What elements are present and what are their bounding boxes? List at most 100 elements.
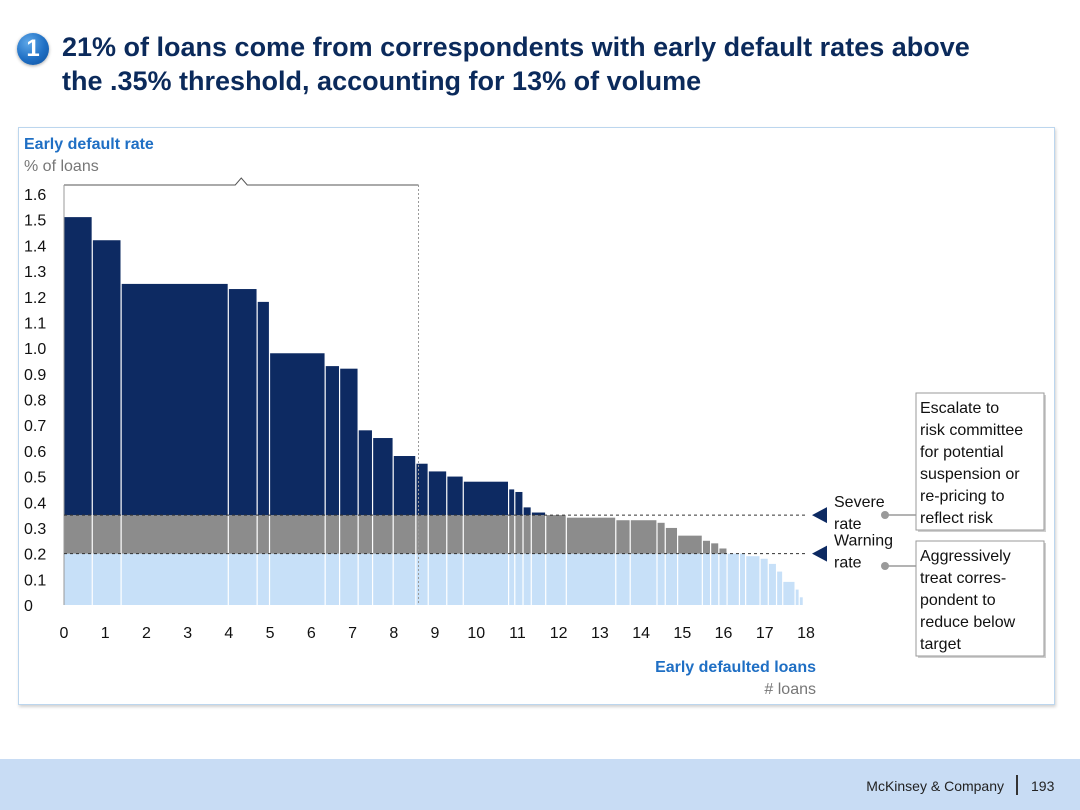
y-tick-label: 0.7 [24, 418, 46, 435]
bar-segment-warning-zone [546, 515, 566, 554]
x-tick-label: 18 [797, 625, 815, 642]
bar-segment-below-warning [616, 553, 630, 605]
bar-segment-severe-zone [340, 368, 358, 516]
bar-segment-severe-zone [92, 240, 121, 516]
chart-panel: Early default rate % of loans Early defa… [18, 127, 1055, 705]
y-tick-label: 1.2 [24, 290, 46, 307]
bar-segment-below-warning [727, 553, 739, 605]
bar [678, 535, 702, 605]
bar-segment-below-warning [760, 558, 768, 605]
bar-segment-warning-zone [416, 515, 428, 554]
bar [340, 368, 358, 605]
bar-segment-warning-zone [531, 515, 546, 554]
bar-segment-warning-zone [711, 543, 719, 554]
severe-callout-box [915, 392, 1045, 531]
footer-page-number: 193 [1031, 778, 1055, 794]
bar [257, 301, 269, 605]
bar [768, 563, 776, 605]
bar-segment-warning-zone [325, 515, 339, 554]
top-region-bracket [64, 177, 419, 186]
bar [740, 553, 746, 605]
y-tick-label: 1.1 [24, 315, 46, 332]
y-tick-label: 1.5 [24, 213, 46, 230]
bars-layer [64, 217, 803, 605]
y-tick-label: 0.1 [24, 572, 46, 589]
x-tick-label: 11 [509, 625, 526, 642]
bar-segment-below-warning [746, 556, 760, 605]
bar-segment-warning-zone [373, 515, 393, 554]
bar [463, 481, 508, 605]
bar [777, 571, 783, 605]
bar-segment-below-warning [340, 553, 358, 605]
y-tick-label: 0.6 [24, 444, 46, 461]
bar-segment-warning-zone [64, 515, 92, 554]
bar [393, 456, 416, 605]
bar-segment-warning-zone [515, 515, 523, 554]
y-tick-label: 1.0 [24, 341, 46, 358]
bar-segment-below-warning [257, 553, 269, 605]
x-tick-label: 5 [266, 625, 275, 642]
footer-brand: McKinsey & Company [866, 778, 1004, 794]
bar [665, 527, 678, 605]
x-tick-label: 10 [467, 625, 485, 642]
x-tick-label: 8 [389, 625, 398, 642]
chart-title: Early default rate [24, 136, 154, 153]
y-tick-label: 0 [24, 598, 33, 615]
bar-segment-below-warning [463, 553, 508, 605]
warning-threshold-marker [812, 545, 827, 562]
severe-callout-text: risk committee [920, 422, 1023, 439]
bar-segment-below-warning [768, 563, 776, 605]
bar-segment-warning-zone [566, 517, 616, 554]
bar-segment-below-warning [121, 553, 228, 605]
bar [515, 491, 523, 605]
bar [630, 520, 657, 605]
x-tick-label: 0 [60, 625, 69, 642]
severe-callout-text: for potential [920, 444, 1004, 461]
warning-callout-text: Aggressively [920, 548, 1011, 565]
severe-callout-dot [881, 511, 889, 519]
bar [523, 507, 531, 605]
x-tick-label: 6 [307, 625, 316, 642]
bar-segment-severe-zone [416, 463, 428, 516]
step-number-badge: 1 [17, 33, 49, 65]
slide-title-line-1: 21% of loans come from correspondents wi… [62, 32, 970, 62]
bar [702, 540, 710, 605]
bar-segment-below-warning [795, 589, 799, 605]
bar-segment-warning-zone [121, 515, 228, 554]
bar [566, 517, 616, 605]
bar-segment-warning-zone [270, 515, 325, 554]
x-tick-label: 3 [183, 625, 192, 642]
bar [428, 471, 447, 605]
severe-threshold-label: Severe [834, 494, 885, 511]
bar [416, 463, 428, 605]
bar-segment-below-warning [630, 553, 657, 605]
y-tick-label: 0.2 [24, 547, 46, 564]
bar-segment-severe-zone [447, 476, 463, 516]
bar [616, 520, 630, 605]
bar-segment-severe-zone [228, 289, 257, 516]
bar-segment-severe-zone [121, 283, 228, 516]
bar-segment-below-warning [64, 553, 92, 605]
bar-segment-below-warning [799, 597, 803, 605]
bar [795, 589, 799, 605]
bar [799, 597, 803, 605]
bar [746, 556, 760, 605]
x-tick-label: 2 [142, 625, 151, 642]
slide-footer: McKinsey & Company 193 [0, 759, 1080, 810]
bar-segment-severe-zone [531, 512, 546, 516]
bar-segment-severe-zone [64, 217, 92, 516]
bar-segment-below-warning [777, 571, 783, 605]
x-axis-unit: # loans [764, 681, 816, 698]
warning-threshold-label: Warning [834, 533, 893, 550]
bar-segment-warning-zone [463, 515, 508, 554]
bar-segment-below-warning [719, 553, 727, 605]
bar [531, 512, 546, 605]
bar-segment-below-warning [783, 581, 795, 605]
bar-segment-below-warning [740, 553, 746, 605]
severe-callout-text: reflect risk [920, 510, 994, 527]
bar-segment-severe-zone [523, 507, 531, 516]
bar-segment-below-warning [531, 553, 546, 605]
bar-segment-warning-zone [719, 548, 727, 554]
bar [270, 353, 325, 605]
x-axis-title: Early defaulted loans [655, 659, 816, 676]
